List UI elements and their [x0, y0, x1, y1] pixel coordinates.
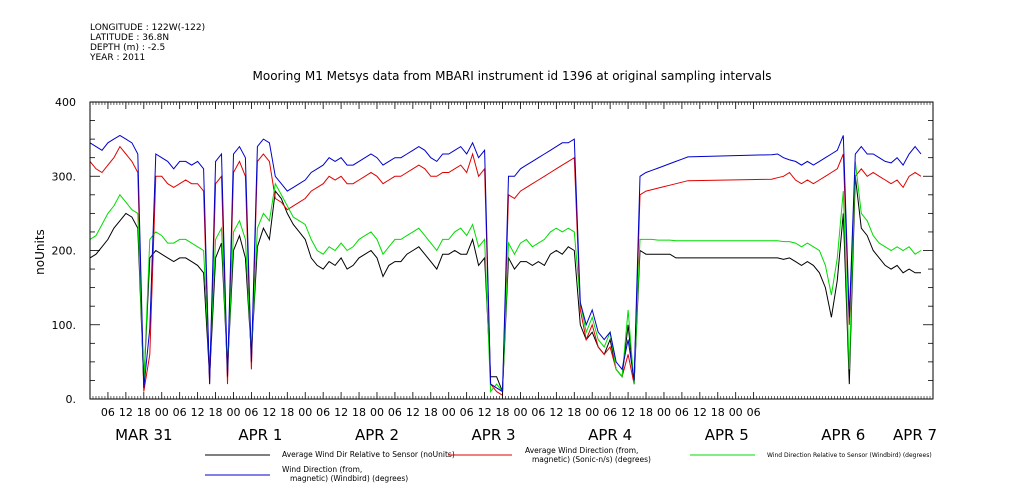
series-line-1	[89, 145, 922, 397]
x-day-label: APR 6	[821, 426, 865, 444]
x-tick-labels: 06 12 18 00 06 12 18 00 06 12 18 00 06 12 18 00 06 12 18 00…	[101, 406, 761, 419]
x-day-label: APR 5	[705, 426, 749, 444]
x-tick-label: 00	[585, 406, 599, 419]
series-line-3	[89, 134, 922, 393]
x-tick-label: 06	[675, 406, 689, 419]
x-tick-label: 18	[639, 406, 653, 419]
year-label: YEAR : 2011	[89, 53, 145, 63]
x-tick-label: 12	[478, 406, 492, 419]
y-tick-label: 400	[55, 96, 76, 109]
x-day-label: APR 1	[238, 426, 282, 444]
y-tick-label: 100.	[52, 319, 77, 332]
x-tick-label: 18	[496, 406, 510, 419]
legend-label-blue-line2: magnetic) (Windbird) (degrees)	[290, 474, 408, 483]
x-tick-label: 00	[657, 406, 671, 419]
legend-label-green: Wind Direction Relative to Sensor (Windb…	[767, 452, 932, 459]
x-tick-label: 00	[298, 406, 312, 419]
x-tick-label: 12	[621, 406, 635, 419]
x-tick-label: 00	[226, 406, 240, 419]
x-tick-label: 06	[603, 406, 617, 419]
plot-series	[89, 134, 922, 397]
y-axis-label: noUnits	[33, 229, 47, 275]
legend-entry-green: Wind Direction Relative to Sensor (Windb…	[690, 452, 932, 459]
x-tick-label: 06	[388, 406, 402, 419]
x-tick-label: 18	[137, 406, 151, 419]
plot-frame	[89, 101, 934, 400]
legend-label-red-line2: magnetic) (Sonic-n/s) (degrees)	[532, 455, 651, 464]
x-tick-label: 12	[693, 406, 707, 419]
x-tick-label: 12	[549, 406, 563, 419]
x-tick-label: 00	[729, 406, 743, 419]
x-tick-label: 18	[711, 406, 725, 419]
x-day-label: APR 7	[893, 426, 937, 444]
x-tick-label: 06	[316, 406, 330, 419]
metadata-header: LONGITUDE : 122W(-122) LATITUDE : 36.8N …	[89, 23, 205, 63]
longitude-label: LONGITUDE : 122W(-122)	[90, 23, 205, 33]
x-day-label: APR 4	[588, 426, 632, 444]
x-tick-label: 06	[244, 406, 258, 419]
x-tick-label: 06	[101, 406, 115, 419]
x-tick-label: 06	[747, 406, 761, 419]
x-tick-label: 12	[262, 406, 276, 419]
legend-label-blue-line1: Wind Direction (from,	[282, 465, 362, 474]
series-line-2	[89, 161, 922, 393]
x-tick-label: 12	[191, 406, 205, 419]
x-tick-label: 06	[460, 406, 474, 419]
legend-entry-black: Average Wind Dir Relative to Sensor (noU…	[205, 450, 455, 459]
x-tick-label: 12	[406, 406, 420, 419]
y-tick-label: 0.	[66, 393, 77, 406]
legend-entry-blue: Wind Direction (from, magnetic) (Windbir…	[205, 465, 408, 483]
x-tick-label: 12	[119, 406, 133, 419]
x-tick-label: 06	[173, 406, 187, 419]
depth-label: DEPTH (m) : -2.5	[90, 43, 165, 53]
x-day-label: APR 3	[472, 426, 516, 444]
x-day-labels: MAR 31 APR 1 APR 2 APR 3 APR 4 APR 5 APR 6 APR …	[115, 426, 937, 444]
x-tick-label: 18	[280, 406, 294, 419]
legend-entry-red: Average Wind Direction (from, magnetic) …	[448, 446, 651, 464]
y-tick-label: 300.	[52, 170, 77, 183]
chart-title: Mooring M1 Metsys data from MBARI instru…	[253, 69, 772, 83]
legend-label-black: Average Wind Dir Relative to Sensor (noU…	[282, 450, 455, 459]
x-tick-label: 18	[209, 406, 223, 419]
y-tick-label: 200.	[52, 245, 77, 258]
x-tick-label: 18	[424, 406, 438, 419]
x-tick-label: 00	[513, 406, 527, 419]
x-tick-label: 18	[567, 406, 581, 419]
x-day-label: MAR 31	[115, 426, 172, 444]
x-day-label: APR 2	[355, 426, 399, 444]
latitude-label: LATITUDE : 36.8N	[90, 33, 169, 43]
legend: Average Wind Dir Relative to Sensor (noU…	[205, 446, 932, 483]
y-tick-labels: 0. 100. 200. 300. 400	[52, 96, 77, 406]
legend-label-red-line1: Average Wind Direction (from,	[525, 446, 638, 455]
series-line-0	[89, 176, 921, 392]
plot-axes	[89, 101, 934, 400]
x-tick-label: 00	[155, 406, 169, 419]
x-tick-label: 00	[442, 406, 456, 419]
x-tick-label: 06	[531, 406, 545, 419]
x-tick-label: 12	[334, 406, 348, 419]
x-tick-label: 00	[370, 406, 384, 419]
x-tick-label: 18	[352, 406, 366, 419]
